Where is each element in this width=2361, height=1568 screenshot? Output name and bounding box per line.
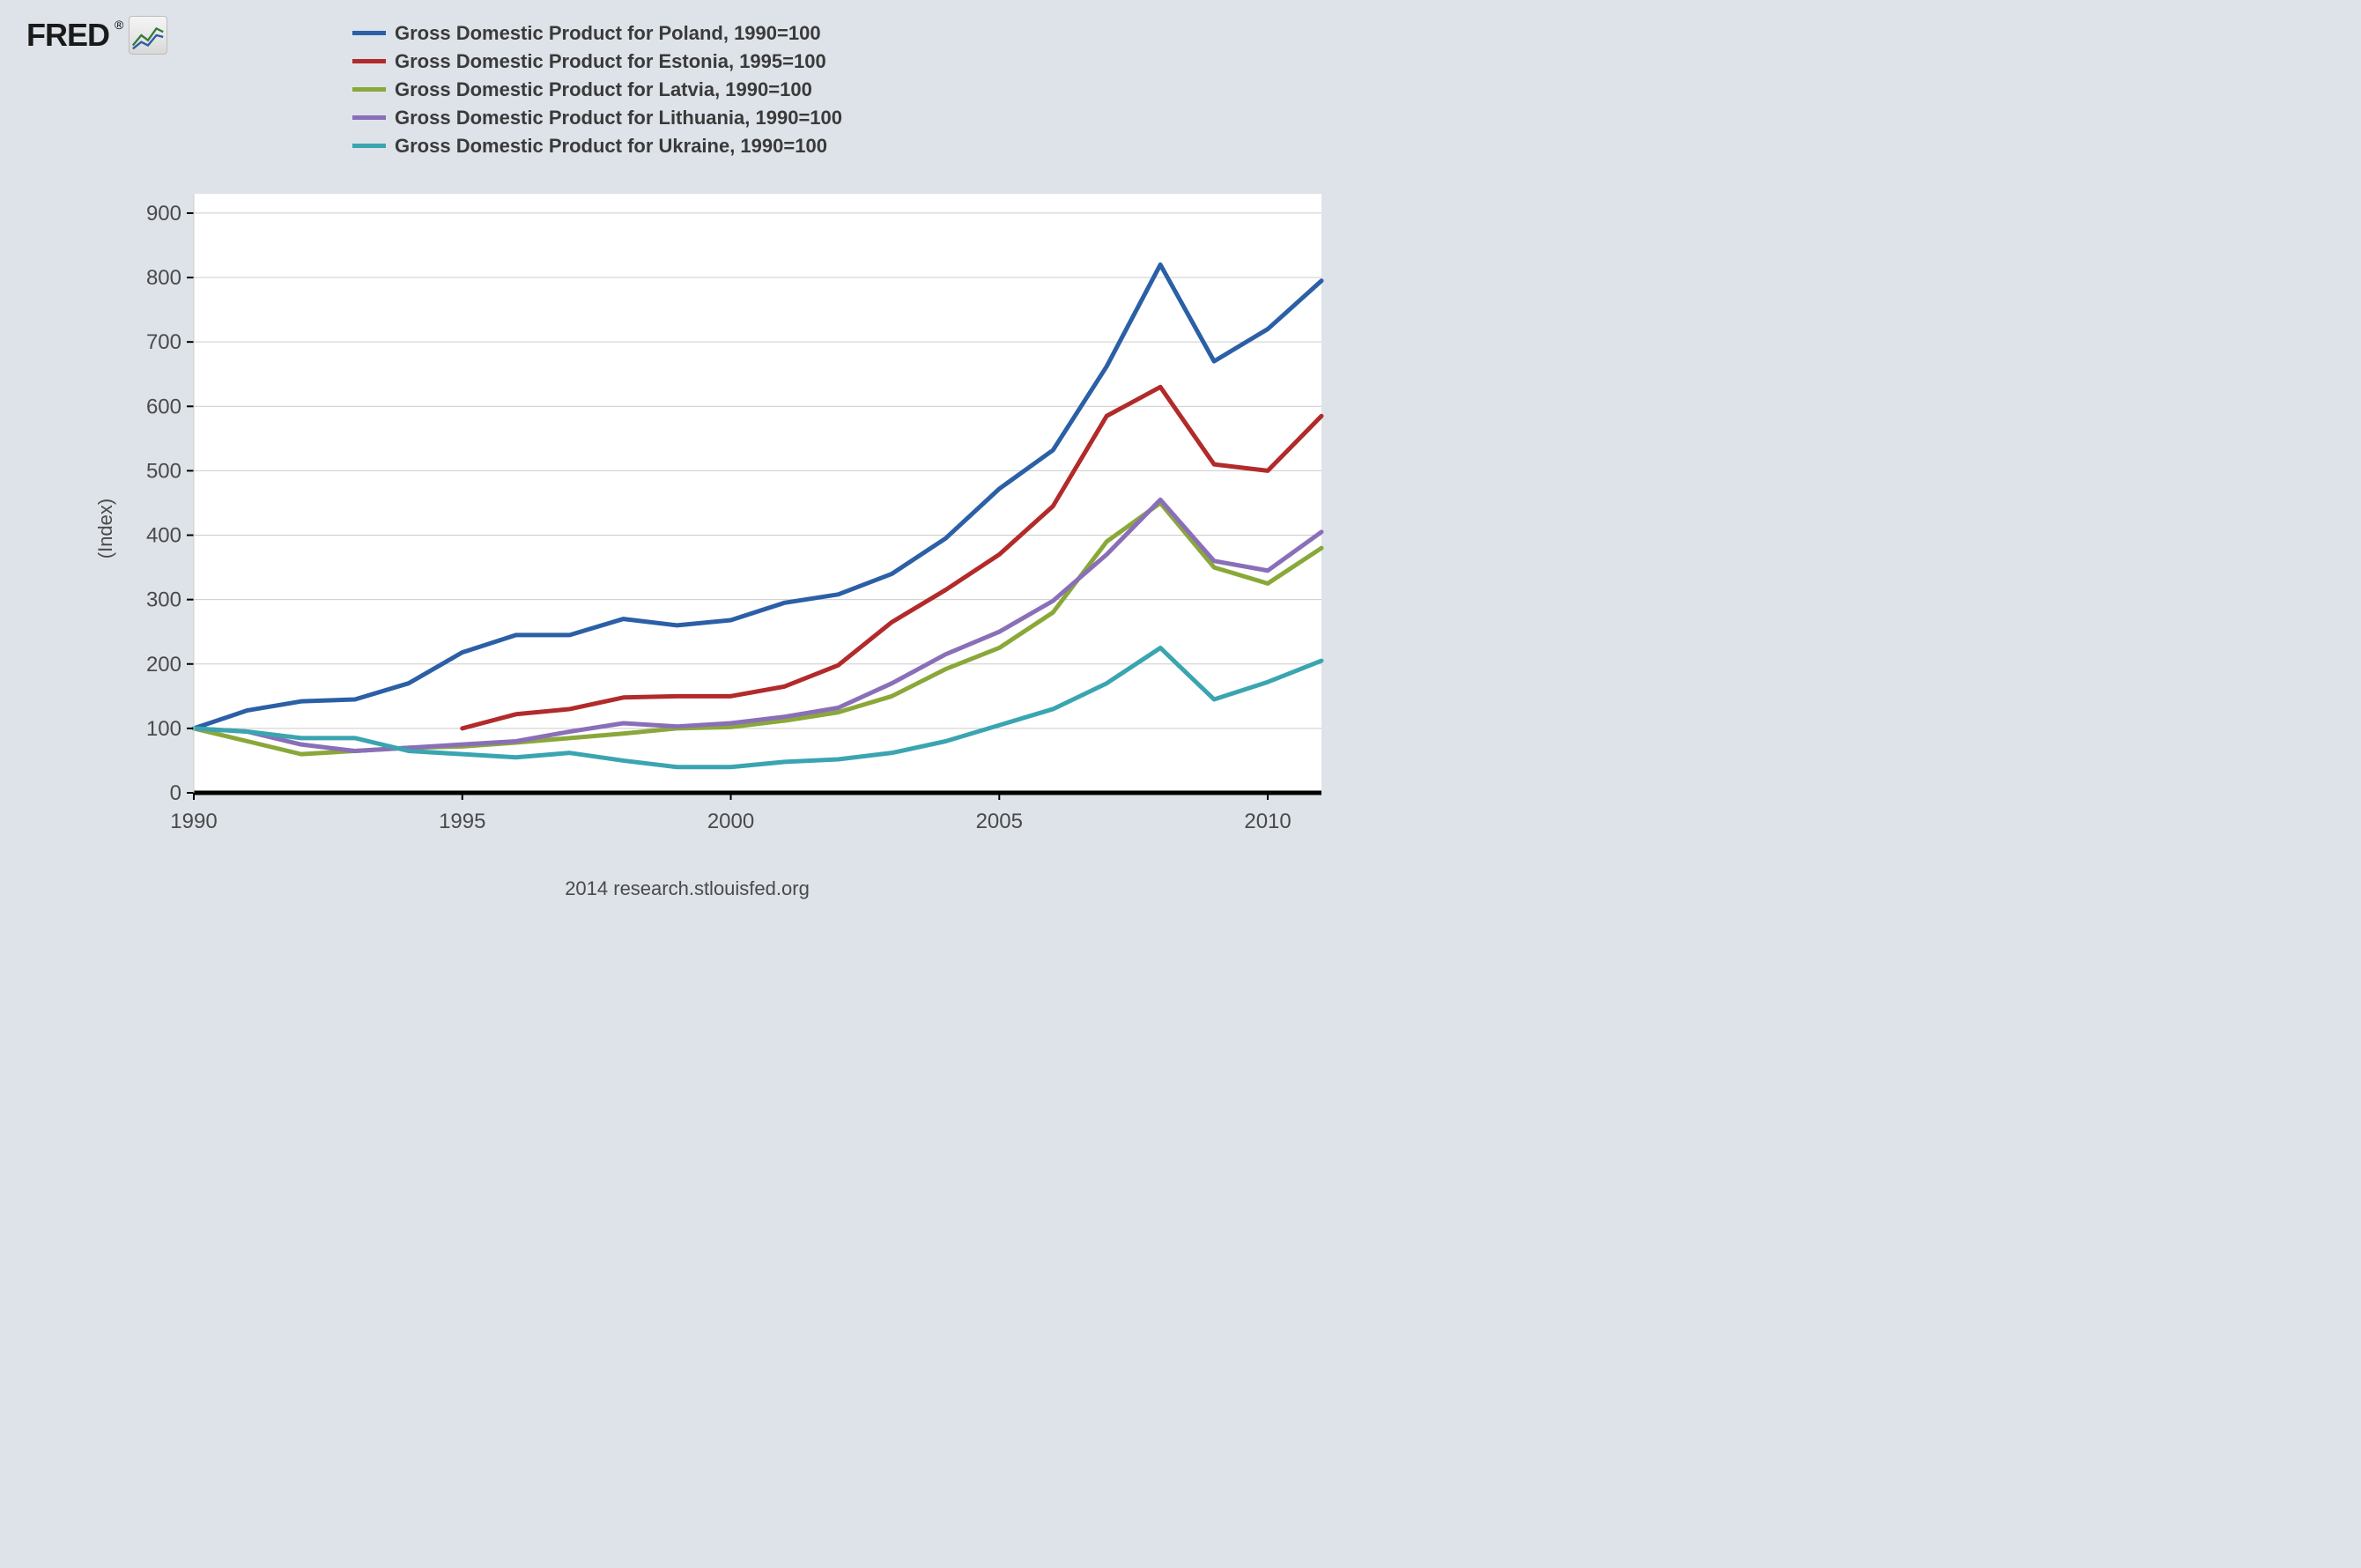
legend-swatch-3	[352, 115, 386, 120]
legend-item-0: Gross Domestic Product for Poland, 1990=…	[352, 19, 842, 48]
legend-swatch-4	[352, 144, 386, 148]
logo-chart-icon	[129, 16, 167, 55]
svg-text:200: 200	[146, 653, 181, 677]
legend-swatch-1	[352, 59, 386, 63]
legend-item-2: Gross Domestic Product for Latvia, 1990=…	[352, 76, 842, 104]
svg-text:300: 300	[146, 588, 181, 612]
svg-text:1995: 1995	[439, 810, 485, 833]
legend: Gross Domestic Product for Poland, 1990=…	[352, 19, 842, 159]
legend-label-3: Gross Domestic Product for Lithuania, 19…	[395, 104, 842, 132]
legend-label-4: Gross Domestic Product for Ukraine, 1990…	[395, 132, 827, 160]
chart-plot-area: (Index) 0 100 200 300 400 500 600 700 800 900 1990…	[79, 185, 1330, 872]
svg-text:100: 100	[146, 717, 181, 741]
legend-swatch-0	[352, 31, 386, 35]
svg-text:2000: 2000	[707, 810, 754, 833]
svg-text:2010: 2010	[1244, 810, 1291, 833]
logo-text: FRED	[26, 17, 109, 54]
svg-text:900: 900	[146, 202, 181, 226]
svg-text:400: 400	[146, 524, 181, 548]
svg-text:800: 800	[146, 266, 181, 290]
trademark-symbol: ®	[115, 18, 123, 32]
svg-text:700: 700	[146, 330, 181, 354]
y-axis-label: (Index)	[94, 499, 117, 558]
svg-text:0: 0	[170, 781, 181, 805]
legend-label-1: Gross Domestic Product for Estonia, 1995…	[395, 48, 826, 76]
svg-text:500: 500	[146, 459, 181, 483]
legend-item-3: Gross Domestic Product for Lithuania, 19…	[352, 104, 842, 132]
svg-text:1990: 1990	[170, 810, 217, 833]
legend-label-0: Gross Domestic Product for Poland, 1990=…	[395, 19, 821, 48]
chart-svg: 0 100 200 300 400 500 600 700 800 900 1990 1995 2000…	[79, 185, 1330, 872]
fred-logo: FRED ®	[26, 16, 167, 55]
legend-label-2: Gross Domestic Product for Latvia, 1990=…	[395, 76, 812, 104]
svg-text:600: 600	[146, 395, 181, 418]
legend-item-4: Gross Domestic Product for Ukraine, 1990…	[352, 132, 842, 160]
svg-text:2005: 2005	[976, 810, 1023, 833]
footer-attribution: 2014 research.stlouisfed.org	[0, 877, 1374, 900]
legend-item-1: Gross Domestic Product for Estonia, 1995…	[352, 48, 842, 76]
legend-swatch-2	[352, 87, 386, 92]
